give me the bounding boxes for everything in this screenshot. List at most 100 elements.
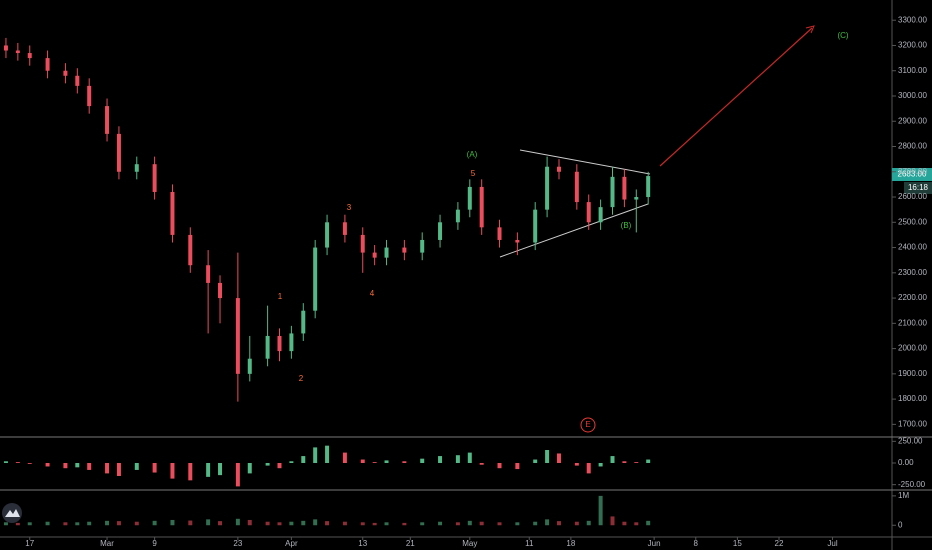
wave-label: (B) [621, 221, 632, 230]
wave-label: (C) [837, 31, 848, 40]
bar [27, 463, 32, 464]
candle-body [402, 247, 407, 253]
bar [3, 461, 8, 463]
bar [598, 495, 603, 526]
bar [75, 463, 80, 468]
x-tick-label: 15 [733, 539, 742, 548]
y-tick-label: 1700.00 [898, 419, 927, 428]
wave-label: (A) [467, 150, 478, 159]
bar [455, 522, 460, 526]
candle-body [646, 176, 651, 198]
logo-icon [5, 509, 20, 517]
bar [646, 459, 651, 463]
candle-body [247, 358, 252, 374]
x-tick-label: Apr [285, 539, 298, 548]
candle-body [188, 234, 193, 266]
bar [206, 519, 211, 526]
bar [134, 463, 139, 470]
bar [634, 522, 639, 526]
candle-body [515, 239, 520, 243]
candle-body [574, 171, 579, 203]
x-tick-label: 21 [406, 539, 415, 548]
candle-body [152, 164, 157, 192]
bar [75, 522, 80, 526]
event-marker[interactable] [580, 417, 596, 433]
bar [152, 520, 157, 526]
x-tick-label: 8 [694, 539, 699, 548]
bar [533, 459, 538, 463]
y-tick-label: 3300.00 [898, 15, 927, 24]
bar [170, 519, 175, 526]
y-tick-label: 3000.00 [898, 91, 927, 100]
bar [301, 520, 306, 526]
y-tick-label: 2000.00 [898, 344, 927, 353]
candle-body [301, 310, 306, 334]
candle-body [218, 282, 223, 299]
bar [556, 453, 561, 463]
bar [598, 463, 603, 467]
y-tick-label: 2700.00 [898, 167, 927, 176]
bar [134, 521, 139, 526]
candle-body [384, 247, 389, 258]
bar [15, 462, 20, 463]
countdown-label: 16:18 [908, 183, 929, 192]
candle-body [479, 186, 484, 228]
bar [467, 452, 472, 463]
y-tick-label: 2500.00 [898, 217, 927, 226]
bar [247, 463, 252, 474]
x-tick-label: 9 [152, 539, 157, 548]
bar [467, 520, 472, 526]
candle-body [75, 75, 80, 86]
y-tick-label: 2100.00 [898, 318, 927, 327]
y-tick-label: 1900.00 [898, 369, 927, 378]
bar [63, 463, 68, 469]
bar [455, 455, 460, 463]
bar [289, 461, 294, 463]
candle-body [372, 252, 377, 258]
trendline [499, 203, 649, 258]
candle-body [545, 166, 550, 210]
y-tick-label: -250.00 [898, 480, 926, 489]
y-tick-label: 2900.00 [898, 116, 927, 125]
candle-body [170, 191, 175, 235]
wave-label: 5 [471, 169, 476, 178]
y-tick-label: 3100.00 [898, 66, 927, 75]
candle-body [420, 239, 425, 253]
wave-label: 1 [278, 292, 283, 301]
bar [497, 522, 502, 526]
bar [402, 461, 407, 463]
bar [545, 450, 550, 463]
candle-body [289, 333, 294, 352]
candle-body [586, 202, 591, 223]
y-tick-label: 2600.00 [898, 192, 927, 201]
y-tick-label: 1M [898, 491, 909, 500]
bar [634, 462, 639, 463]
candle-body [87, 85, 92, 107]
candle-body [15, 50, 20, 54]
candle-body [105, 106, 110, 134]
bar [545, 519, 550, 526]
bar [515, 463, 520, 470]
bar [497, 463, 502, 469]
bar [105, 520, 110, 526]
candle-body [556, 166, 561, 172]
projection-arrow [659, 27, 813, 167]
bar [515, 522, 520, 526]
bar [277, 463, 282, 469]
candle-body [63, 70, 68, 76]
event-label[interactable]: E [585, 420, 590, 429]
candle-body [533, 209, 538, 243]
bar [313, 519, 318, 526]
countdown-tag [904, 182, 932, 194]
x-tick-label: 13 [358, 539, 367, 548]
x-tick-label: 11 [525, 539, 534, 548]
bar [402, 522, 407, 526]
candle-body [360, 234, 365, 253]
bar [27, 522, 32, 526]
bar [438, 456, 443, 463]
bar [556, 521, 561, 526]
bar [586, 520, 591, 526]
bar [116, 521, 121, 526]
bar [384, 522, 389, 526]
